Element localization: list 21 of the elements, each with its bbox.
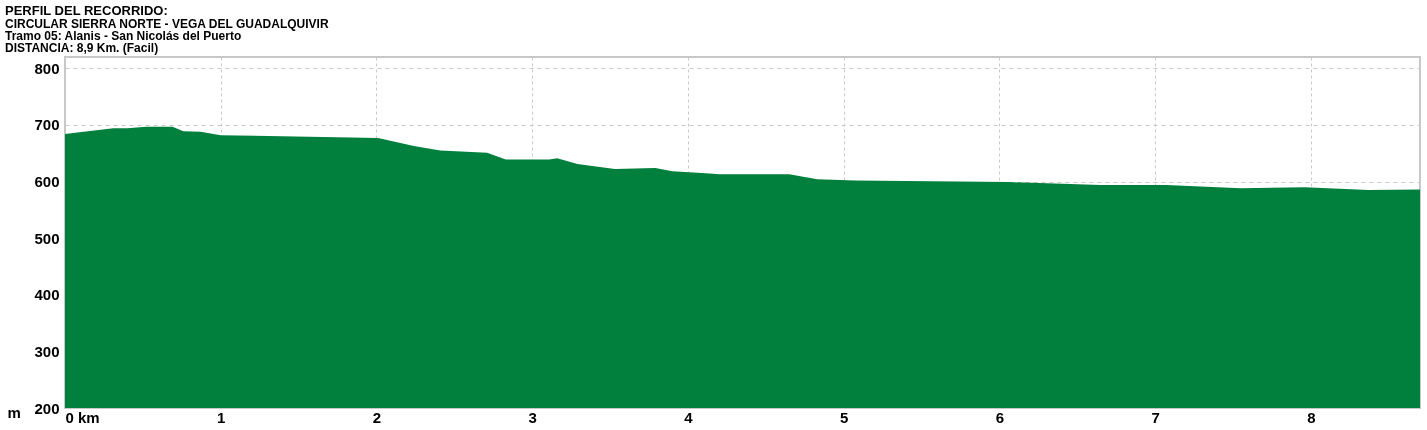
x-tick-label: 1 <box>217 408 226 426</box>
text: Tramo 05: Alanis - San Nicolás del Puerto <box>5 29 242 43</box>
chart-title: PERFIL DEL RECORRIDO: <box>5 3 168 18</box>
chart-subtitle: CIRCULAR SIERRA NORTE - VEGA DEL GUADALQUIVIR <box>5 17 329 31</box>
x-tick-label: 6 <box>995 408 1005 426</box>
x-tick-label: 8 <box>1307 408 1316 426</box>
x-tick-label: 3 <box>528 408 537 426</box>
y-tick-label: 400 <box>34 286 60 304</box>
y-tick-label: 800 <box>34 59 60 77</box>
x-tick-label: 0 km <box>65 408 100 426</box>
x-tick-label: 5 <box>840 408 849 426</box>
text: DISTANCIA: 8,9 Km. (Facil) <box>5 41 159 55</box>
y-tick-label: 700 <box>34 116 60 134</box>
y-tick-label: 200 <box>34 399 60 417</box>
x-tick-label: 4 <box>684 408 694 426</box>
y-tick-label: 500 <box>34 229 60 247</box>
y-axis-title: m <box>7 403 21 421</box>
y-tick-label: 600 <box>34 173 60 191</box>
x-tick-label: 7 <box>1151 408 1160 426</box>
x-tick-label: 2 <box>372 408 382 426</box>
y-tick-label: 300 <box>34 342 60 360</box>
